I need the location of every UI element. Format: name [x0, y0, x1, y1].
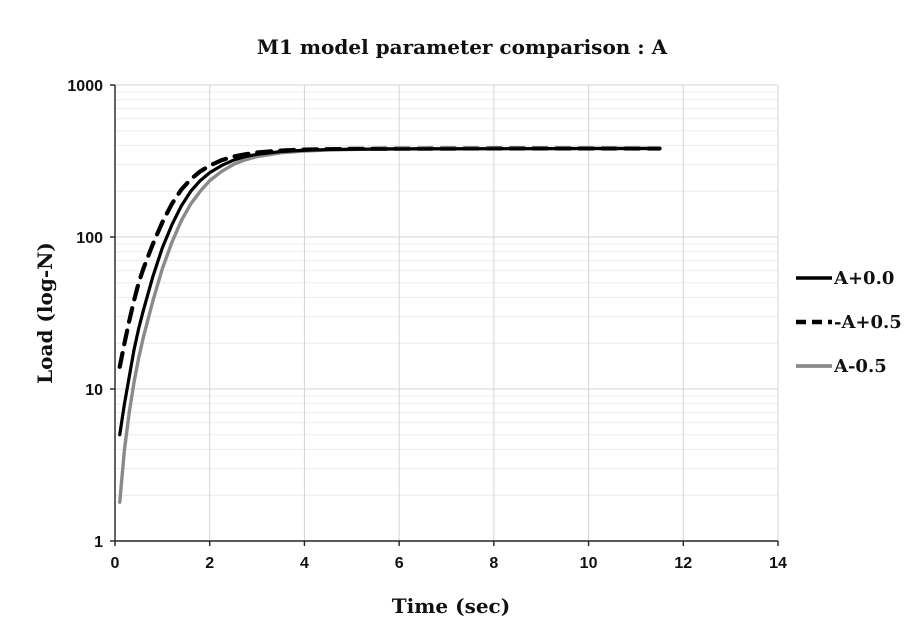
- y-axis-title: Load (log-N): [33, 242, 57, 384]
- legend-label-1: A+0.0: [833, 268, 894, 289]
- y-tick-label: 1: [94, 534, 103, 551]
- x-tick-label: 12: [674, 555, 692, 572]
- series-line-1: [118, 146, 662, 437]
- tick-labels: 0 2 4 6 8 10 12 14 1 10 100 1000: [67, 78, 787, 572]
- y-tick-label: 1000: [67, 78, 103, 95]
- x-tick-label: 6: [395, 555, 404, 572]
- x-tick-label: 0: [111, 555, 120, 572]
- x-tick-label: 8: [489, 555, 498, 572]
- legend: A+0.0 -A+0.5 A-0.5: [796, 268, 902, 377]
- y-tick-label: 10: [85, 382, 103, 399]
- x-axis-title: Time (sec): [392, 594, 510, 618]
- x-tick-label: 10: [580, 555, 598, 572]
- chart-title: M1 model parameter comparison : A: [257, 35, 668, 59]
- x-tick-label: 2: [205, 555, 214, 572]
- series-group: [117, 146, 662, 504]
- y-tick-label: 100: [76, 230, 103, 247]
- x-tick-label: 14: [769, 555, 787, 572]
- grid: [114, 84, 779, 542]
- legend-label-2: -A+0.5: [834, 312, 902, 333]
- x-tick-label: 4: [300, 555, 309, 572]
- legend-label-3: A-0.5: [833, 356, 887, 377]
- axes: [114, 85, 778, 542]
